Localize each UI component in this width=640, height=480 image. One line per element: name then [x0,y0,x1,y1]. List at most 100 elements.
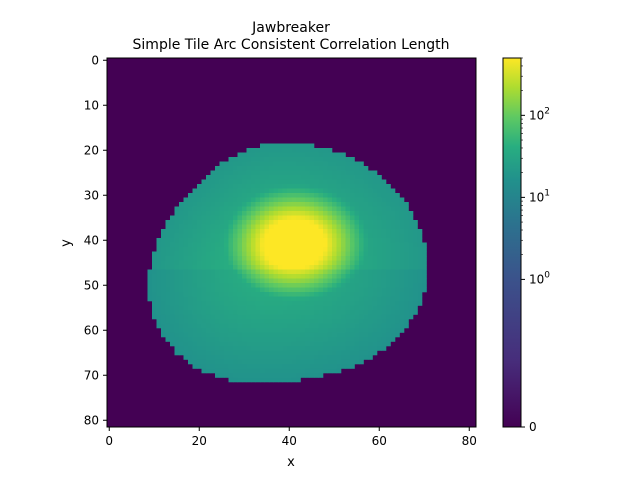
heatmap-cell [206,179,211,185]
heatmap-cell [336,224,342,230]
heatmap-cell [233,184,238,189]
heatmap-cell [345,310,351,315]
heatmap-cell [327,260,333,266]
heatmap-cell [408,260,414,266]
heatmap-cell [291,319,297,324]
heatmap-cell [260,296,265,302]
heatmap-cell [188,197,193,203]
heatmap-cell [287,157,292,162]
heatmap-cell [188,229,193,234]
heatmap-cell [296,269,301,275]
heatmap-cell [395,332,400,338]
heatmap-cell [350,188,355,194]
heatmap-cell [287,197,292,203]
heatmap-cell [291,148,297,153]
heatmap-cell [174,292,180,297]
heatmap-cell [255,197,261,203]
heatmap-cell [408,251,414,257]
heatmap-cell [201,179,207,185]
heatmap-cell [228,278,234,284]
heatmap-cell [413,269,418,275]
heatmap-cell [386,269,391,275]
heatmap-cell [395,247,400,252]
heatmap-cell [359,328,364,333]
heatmap-cell [233,337,238,342]
heatmap-cell [156,242,162,248]
heatmap-cell [314,170,319,176]
heatmap-cell [386,319,391,324]
heatmap-cell [233,296,238,302]
heatmap-cell [210,193,216,198]
heatmap-cell [260,301,265,306]
heatmap-cell [206,328,211,333]
heatmap-cell [368,346,373,351]
heatmap-cell [215,233,220,239]
heatmap-cell [170,251,175,257]
heatmap-cell [242,166,247,171]
heatmap-cell [377,179,382,185]
heatmap-cell [291,355,297,360]
heatmap-cell [327,251,333,257]
heatmap-cell [224,170,229,176]
heatmap-cell [309,193,315,198]
heatmap-cell [192,197,198,203]
heatmap-cell [147,283,153,288]
heatmap-cell [282,188,288,194]
heatmap-cell [354,247,360,252]
heatmap-cell [354,355,360,360]
heatmap-cell [363,301,369,306]
heatmap-cell [228,188,234,194]
heatmap-cell [206,242,211,248]
heatmap-cell [345,265,351,270]
heatmap-cell [206,274,211,279]
heatmap-cell [242,188,247,194]
heatmap-cell [413,220,418,225]
heatmap-cell [377,332,382,338]
heatmap-cell [300,197,306,203]
heatmap-cell [336,274,342,279]
heatmap-cell [278,242,283,248]
heatmap-cell [323,247,328,252]
heatmap-cell [305,215,310,221]
heatmap-cell [156,296,162,302]
heatmap-cell [246,175,252,180]
heatmap-cell [273,265,279,270]
heatmap-cell [237,319,243,324]
heatmap-cell [183,256,189,261]
heatmap-cell [323,332,328,338]
heatmap-cell [296,287,301,293]
heatmap-cell [228,170,234,176]
heatmap-cell [251,238,256,243]
heatmap-cell [309,287,315,293]
heatmap-cell [278,319,283,324]
heatmap-cell [269,211,274,216]
heatmap-cell [215,287,220,293]
heatmap-cell [309,152,315,158]
heatmap-cell [255,283,261,288]
heatmap-cell [327,211,333,216]
heatmap-cell [210,301,216,306]
heatmap-cell [237,152,243,158]
heatmap-cell [237,188,243,194]
heatmap-cell [341,211,346,216]
heatmap-cell [291,188,297,194]
heatmap-cell [269,152,274,158]
heatmap-cell [264,346,270,351]
heatmap-cell [215,215,220,221]
heatmap-cell [354,175,360,180]
heatmap-cell [327,283,333,288]
heatmap-cell [395,238,400,243]
heatmap-cell [363,346,369,351]
heatmap-cell [336,233,342,239]
heatmap-cell [170,314,175,320]
heatmap-cell [242,224,247,230]
heatmap-cell [404,292,409,297]
heatmap-cell [413,224,418,230]
heatmap-cell [246,296,252,302]
heatmap-cell [197,355,202,360]
heatmap-cell [170,265,175,270]
heatmap-cell [152,283,157,288]
heatmap-cell [350,278,355,284]
heatmap-cell [219,166,225,171]
heatmap-cell [350,346,355,351]
